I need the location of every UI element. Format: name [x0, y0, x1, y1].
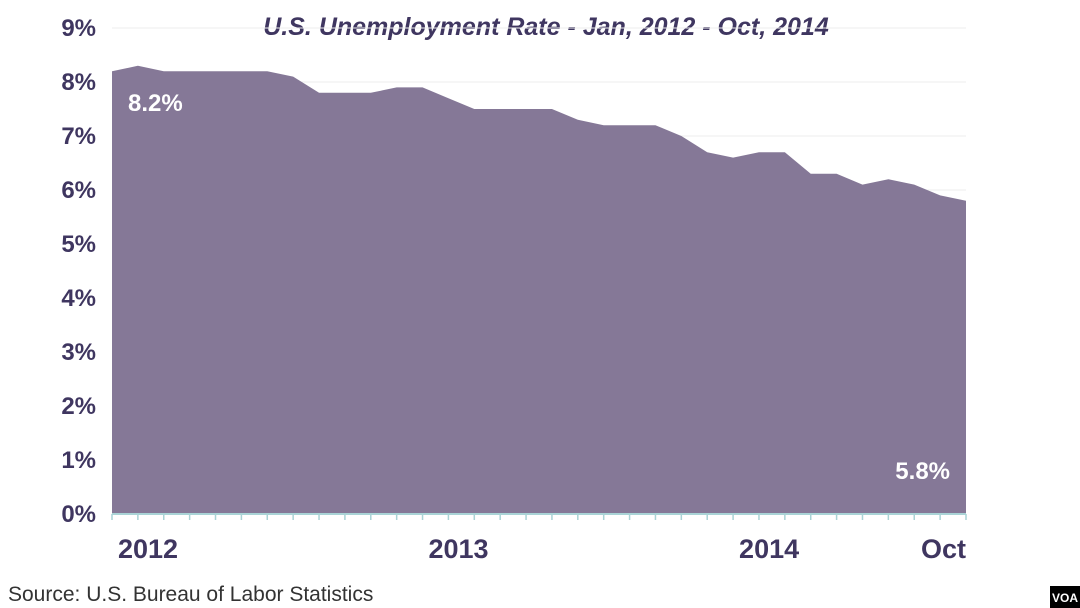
- x-tick-label: Oct: [921, 534, 966, 564]
- x-axis: 2012 2013 2014 Oct: [111, 513, 967, 564]
- voa-logo: VOA: [1050, 586, 1080, 608]
- y-tick-label: 1%: [61, 447, 96, 474]
- data-label: 8.2%: [128, 90, 183, 117]
- y-tick-label: 9%: [61, 15, 96, 42]
- y-tick-label: 2%: [61, 393, 96, 420]
- y-tick-label: 7%: [61, 123, 96, 150]
- y-axis: 0% 1% 2% 3% 4% 5% 6% 7% 8% 9%: [61, 15, 96, 528]
- chart-title: U.S. Unemployment Rate - Jan, 2012 - Oct…: [263, 13, 829, 41]
- y-tick-label: 0%: [61, 501, 96, 528]
- annotations: 8.2% 5.8%: [128, 90, 950, 485]
- y-tick-label: 6%: [61, 177, 96, 204]
- unemployment-area: [112, 65, 966, 515]
- source-note: Source: U.S. Bureau of Labor Statistics: [8, 583, 373, 606]
- y-tick-label: 5%: [61, 231, 96, 258]
- data-label: 5.8%: [895, 458, 950, 485]
- plot-area: [112, 65, 966, 515]
- y-tick-label: 3%: [61, 339, 96, 366]
- y-tick-label: 4%: [61, 285, 96, 312]
- x-tick-label: 2013: [429, 534, 489, 564]
- svg-text:VOA: VOA: [1052, 591, 1078, 605]
- x-tick-label: 2012: [118, 534, 178, 564]
- x-tick-label: 2014: [739, 534, 799, 564]
- y-tick-label: 8%: [61, 69, 96, 96]
